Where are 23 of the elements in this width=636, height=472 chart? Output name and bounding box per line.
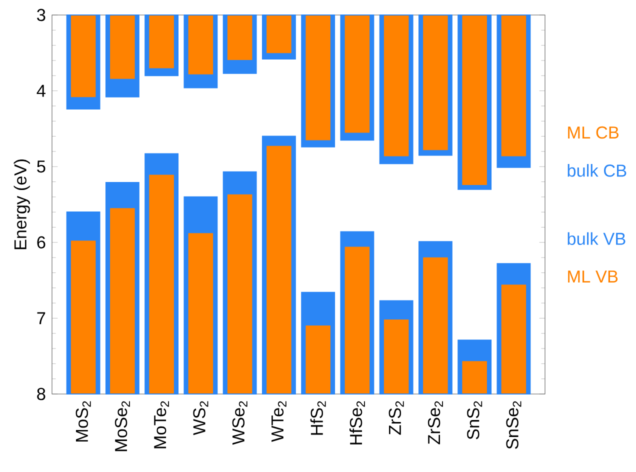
x-tick-label: MoSe$_{2}$ [114, 401, 130, 452]
y-tick-label: 6 [37, 236, 46, 249]
y-tick-label: 5 [37, 160, 46, 173]
x-tick-label: WSe$_{2}$ [232, 401, 248, 445]
text: bulk VB [568, 232, 626, 245]
x-tick-label: MoTe$_{2}$ [154, 401, 169, 448]
y-tick-label: 3 [37, 8, 46, 22]
x-tick-label: SnSe$_{2}$ [506, 401, 522, 449]
x-tick-label: WTe$_{2}$ [272, 401, 286, 442]
x-tick-label: SnS$_{2}$ [467, 401, 482, 440]
x-tick-label: HfS$_{2}$ [310, 401, 326, 435]
x-tick-label: WS$_{2}$ [193, 401, 208, 436]
y-tick-label: 8 [37, 388, 46, 400]
x-tick-label: ZrSe$_{2}$ [428, 401, 443, 444]
x-tick-label: MoS$_{2}$ [76, 401, 91, 442]
text: ML CB [568, 126, 619, 139]
y-axis-title: Energy (eV) [14, 160, 30, 250]
y-tick-label: 4 [36, 84, 46, 97]
x-tick-label: HfSe$_{2}$ [349, 401, 365, 444]
text: bulk CB [568, 164, 626, 177]
y-tick-label: 7 [37, 312, 46, 324]
text: ML VB [568, 270, 618, 282]
x-tick-label: ZrS$_{2}$ [388, 401, 404, 435]
